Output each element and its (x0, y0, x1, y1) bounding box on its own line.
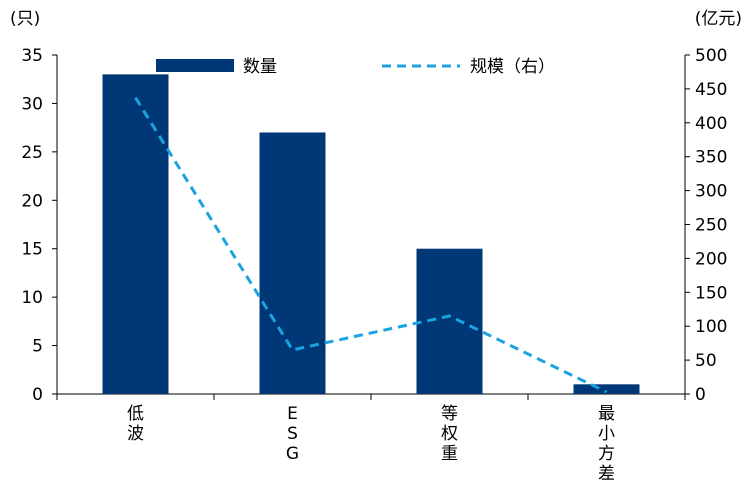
series-line (134, 96, 608, 394)
x-tick-label: 低波 (127, 404, 144, 444)
legend-bar-label: 数量 (243, 57, 277, 77)
x-tick-label-char: 低 (127, 404, 144, 424)
y-right-tick-label: 350 (695, 148, 727, 168)
y-right-tick-label: 200 (695, 249, 727, 269)
x-tick-label-char: S (287, 424, 298, 444)
y-right-ticks: 0 50 100 150 200 250 300 350 400 450 500 (685, 46, 727, 405)
y-left-tick-label: 10 (21, 288, 43, 308)
y-left-unit: (只) (10, 9, 40, 29)
legend-line-label: 规模（右） (470, 57, 555, 77)
x-tick-label-char: E (287, 404, 298, 424)
y-right-tick-label: 150 (695, 283, 727, 303)
x-tick-label-char: 最 (598, 404, 615, 424)
line-series (134, 96, 608, 394)
y-left-ticks: 0 5 10 15 20 25 30 35 (21, 46, 57, 405)
x-tick-label-char: 权 (441, 424, 458, 444)
x-tick-label: ESG (286, 404, 299, 464)
x-tick-label-char: G (286, 444, 299, 464)
legend-bar-swatch (156, 59, 234, 72)
y-right-tick-label: 300 (695, 182, 727, 202)
y-right-unit: (亿元) (695, 9, 742, 29)
y-right-tick-label: 100 (695, 317, 727, 337)
y-right-tick-label: 400 (695, 114, 727, 134)
bar (573, 384, 640, 394)
y-left-tick-label: 30 (21, 94, 43, 114)
bar (102, 74, 169, 394)
y-left-tick-label: 25 (21, 143, 43, 163)
y-right-tick-label: 500 (695, 46, 727, 66)
x-tick-label-char: 波 (127, 424, 144, 444)
bar (259, 132, 326, 394)
bar-series (102, 74, 640, 394)
x-tick-label: 等权重 (441, 404, 458, 464)
y-left-tick-label: 5 (32, 337, 43, 357)
y-right-tick-label: 0 (695, 385, 706, 405)
y-left-tick-label: 15 (21, 240, 43, 260)
legend: 数量 规模（右） (156, 57, 555, 77)
bar (416, 248, 483, 394)
x-tick-label-char: 方 (598, 444, 615, 464)
x-tick-label-char: 重 (441, 444, 458, 464)
x-tick-label-char: 小 (598, 424, 615, 444)
y-left-tick-label: 0 (32, 385, 43, 405)
y-left-tick-label: 35 (21, 46, 43, 66)
x-tick-label-char: 等 (441, 404, 458, 424)
y-left-tick-label: 20 (21, 191, 43, 211)
x-tick-label-char: 差 (598, 464, 615, 484)
y-right-tick-label: 450 (695, 80, 727, 100)
y-right-tick-label: 50 (695, 351, 717, 371)
y-right-tick-label: 250 (695, 216, 727, 236)
